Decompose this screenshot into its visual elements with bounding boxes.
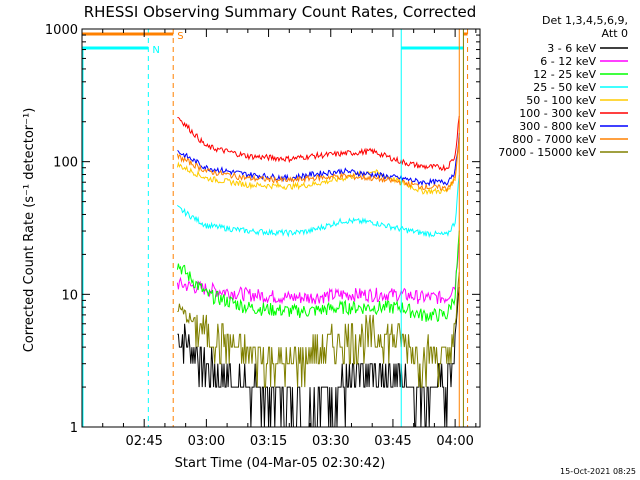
x-axis-label: Start Time (04-Mar-05 02:30:42)	[175, 456, 386, 471]
flag-layer: NS	[82, 29, 469, 427]
legend-label: 50 - 100 keV	[526, 94, 596, 107]
series-layer	[176, 114, 460, 428]
series-line	[176, 137, 460, 196]
x-tick-label: 03:45	[374, 434, 411, 449]
flag-label-s: S	[177, 31, 183, 42]
y-tick-label: 1000	[45, 23, 78, 38]
legend-label: 25 - 50 keV	[533, 81, 596, 94]
series-line	[176, 230, 460, 322]
y-tick-label: 10	[61, 288, 78, 303]
footer-timestamp: 15-Oct-2021 08:25	[560, 467, 636, 476]
legend-label: 300 - 800 keV	[519, 120, 596, 133]
series-3	[176, 230, 460, 322]
x-tick-label: 04:00	[436, 434, 473, 449]
x-tick-label: 03:00	[188, 434, 225, 449]
y-tick-label: 1	[70, 421, 78, 436]
series-line	[176, 243, 460, 305]
flag-label-n: N	[152, 45, 159, 56]
plot-frame	[81, 28, 481, 428]
series-line	[177, 272, 460, 388]
x-tick-label: 03:15	[250, 434, 287, 449]
x-tick-label: 02:45	[125, 434, 162, 449]
x-tick-label: 03:30	[312, 434, 349, 449]
legend-label: 800 - 7000 keV	[512, 133, 596, 146]
y-axis-label: Corrected Count Rate (s⁻¹ detector⁻¹)	[22, 108, 37, 353]
chart-title: RHESSI Observing Summary Count Rates, Co…	[84, 3, 477, 21]
series-line	[176, 137, 460, 193]
series-1	[177, 286, 460, 428]
legend-label: 6 - 12 keV	[540, 55, 596, 68]
series-line	[177, 174, 460, 239]
series-9	[177, 272, 460, 388]
legend-label: 12 - 25 keV	[533, 68, 596, 81]
series-7	[177, 132, 460, 187]
legend-label: 3 - 6 keV	[547, 42, 596, 55]
series-8	[176, 137, 460, 193]
series-2	[176, 242, 460, 305]
series-4	[177, 174, 460, 239]
series-data-points	[177, 242, 459, 298]
series-line	[177, 286, 460, 428]
y-tick-label: 100	[53, 156, 78, 171]
series-6	[177, 114, 460, 172]
legend-label: 7000 - 15000 keV	[498, 146, 596, 159]
series-line	[177, 115, 460, 172]
legend-label: 100 - 300 keV	[519, 107, 596, 120]
axis-layer: 02:45 03:00 03:15 03:30 03:45 04:00 1 10 100 1000	[45, 23, 480, 449]
series-data-points	[177, 114, 459, 168]
series-5	[176, 137, 460, 196]
legend-header-line-2: Att 0	[602, 27, 628, 40]
legend-header-line-1: Det 1,3,4,5,6,9,	[542, 14, 628, 27]
series-line	[177, 132, 460, 187]
